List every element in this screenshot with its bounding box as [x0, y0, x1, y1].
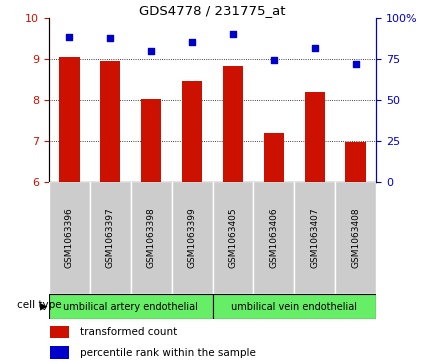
Bar [59, 57, 79, 182]
Bar [50, 326, 69, 338]
Text: umbilical vein endothelial: umbilical vein endothelial [231, 302, 357, 312]
Text: GSM1063408: GSM1063408 [351, 207, 360, 268]
Point [148, 48, 155, 54]
Text: GSM1063396: GSM1063396 [65, 207, 74, 268]
Text: transformed count: transformed count [80, 327, 177, 337]
FancyBboxPatch shape [172, 182, 212, 294]
Bar [346, 142, 366, 182]
Point [270, 57, 277, 63]
Point [230, 32, 236, 37]
Point [107, 35, 113, 41]
Text: GSM1063397: GSM1063397 [106, 207, 115, 268]
Bar [264, 133, 284, 182]
Text: GSM1063406: GSM1063406 [269, 207, 278, 268]
Text: GSM1063405: GSM1063405 [229, 207, 238, 268]
Point [66, 34, 73, 40]
FancyBboxPatch shape [49, 294, 212, 319]
Bar [223, 66, 243, 182]
FancyBboxPatch shape [253, 182, 294, 294]
Polygon shape [40, 303, 48, 311]
Bar [182, 81, 202, 182]
FancyBboxPatch shape [131, 182, 172, 294]
FancyBboxPatch shape [90, 182, 131, 294]
FancyBboxPatch shape [212, 294, 376, 319]
Bar [305, 93, 325, 182]
FancyBboxPatch shape [49, 182, 90, 294]
FancyBboxPatch shape [212, 182, 253, 294]
Text: GSM1063399: GSM1063399 [187, 207, 196, 268]
Text: percentile rank within the sample: percentile rank within the sample [80, 347, 256, 358]
Bar [141, 99, 162, 182]
Title: GDS4778 / 231775_at: GDS4778 / 231775_at [139, 4, 286, 17]
FancyBboxPatch shape [335, 182, 376, 294]
Text: GSM1063407: GSM1063407 [310, 207, 319, 268]
Text: cell type: cell type [17, 301, 62, 310]
FancyBboxPatch shape [294, 182, 335, 294]
Text: GSM1063398: GSM1063398 [147, 207, 156, 268]
Point [352, 61, 359, 67]
Point [312, 45, 318, 50]
Bar [50, 346, 69, 359]
Point [189, 39, 196, 45]
Bar [100, 61, 120, 182]
Text: umbilical artery endothelial: umbilical artery endothelial [63, 302, 198, 312]
